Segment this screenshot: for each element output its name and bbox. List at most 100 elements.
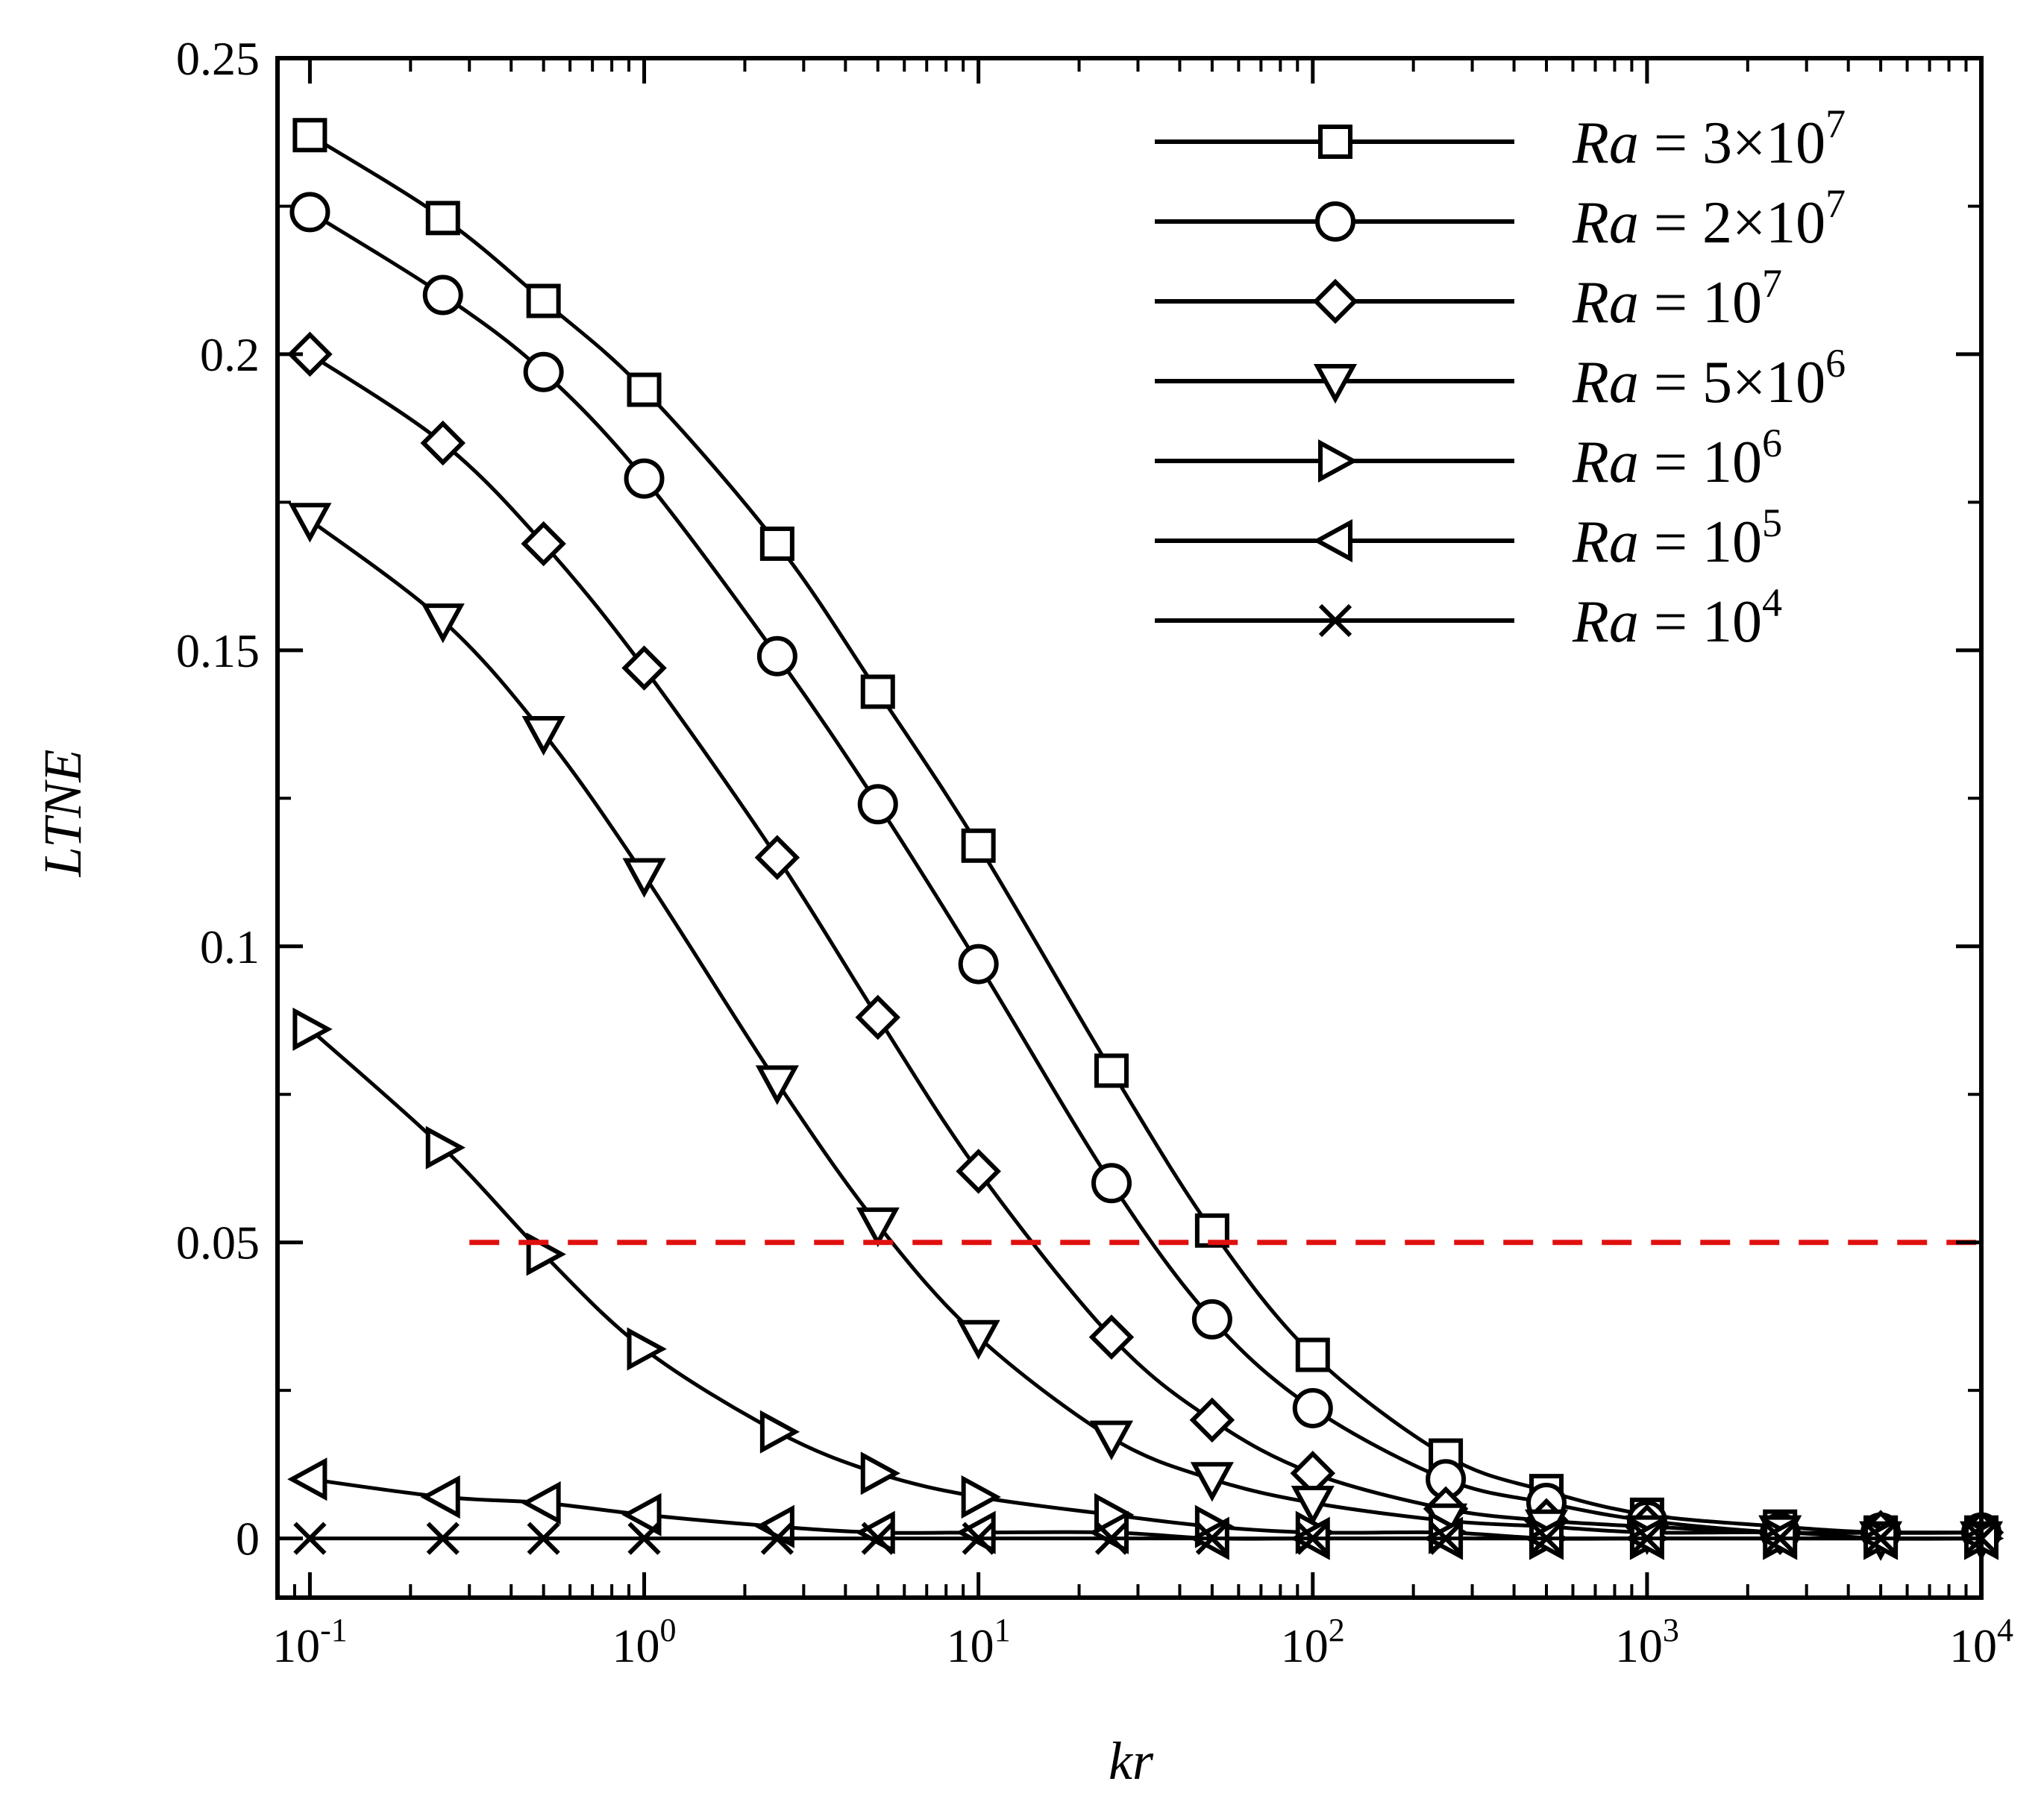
data-point <box>1094 1053 1129 1088</box>
data-point <box>425 1126 466 1170</box>
y-axis-ticks: 0 0.05 0.1 0.15 0.2 0.25 <box>176 32 1981 1566</box>
series-line <box>308 518 1982 1541</box>
data-point <box>293 1522 327 1555</box>
data-point <box>527 1522 560 1555</box>
data-point <box>426 1522 460 1555</box>
data-point <box>855 994 901 1040</box>
data-point <box>1094 1522 1129 1555</box>
data-point <box>521 521 566 567</box>
data-point <box>958 944 999 985</box>
data-point <box>956 1319 1000 1360</box>
data-point <box>621 645 667 691</box>
data-point <box>420 1475 460 1519</box>
data-point <box>526 283 561 318</box>
data-point <box>860 674 895 709</box>
data-point <box>756 635 797 676</box>
data-point <box>287 1457 327 1501</box>
y-axis-title: LTNE <box>33 750 93 878</box>
legend-marker <box>1312 518 1352 563</box>
data-point <box>1191 1299 1232 1340</box>
data-point <box>627 1327 667 1371</box>
data-point <box>759 526 794 561</box>
data-point <box>425 201 460 236</box>
data-point <box>292 118 327 153</box>
legend-marker <box>1318 125 1352 159</box>
data-point <box>956 1149 1001 1194</box>
data-point <box>420 420 465 466</box>
data-point <box>1189 1397 1235 1443</box>
data-point <box>1295 1337 1330 1372</box>
data-point <box>621 1492 662 1536</box>
y-tick-label: 0 <box>236 1513 260 1566</box>
legend-marker <box>1312 278 1358 324</box>
data-point <box>1089 1420 1134 1460</box>
legend-entry: Ra = 106 <box>1155 421 1782 495</box>
data-point <box>1764 1522 1797 1555</box>
legend-label: Ra = 105 <box>1572 500 1782 575</box>
data-point <box>855 1510 895 1554</box>
data-point <box>857 784 898 825</box>
data-point <box>860 1451 901 1495</box>
plot-frame <box>275 56 1984 1600</box>
y-tick-label: 0.25 <box>176 32 260 85</box>
x-tick-label: 10-1 <box>272 1612 348 1672</box>
data-point <box>1190 1462 1234 1502</box>
data-point <box>759 1410 800 1454</box>
y-tick-label: 0.1 <box>200 920 260 973</box>
series-x <box>293 1522 1998 1555</box>
data-point <box>1630 1522 1664 1555</box>
data-point <box>961 828 996 863</box>
series-triangle-right <box>292 1007 2004 1560</box>
data-point <box>1091 1163 1132 1204</box>
data-point <box>1429 1522 1463 1555</box>
y-tick-label: 0.2 <box>200 328 260 381</box>
x-axis-title: kr <box>1109 1731 1154 1791</box>
legend-entry: Ra = 3×107 <box>1155 101 1846 176</box>
legend-label: Ra = 5×106 <box>1572 341 1846 415</box>
x-axis-ticks: 10-1 100 101 102 103 104 <box>272 58 2013 1672</box>
y-tick-label: 0.05 <box>176 1216 260 1269</box>
legend-entry: Ra = 105 <box>1155 500 1782 575</box>
legend-entry: Ra = 2×107 <box>1155 181 1846 256</box>
data-point <box>760 1522 794 1555</box>
data-point <box>523 351 564 392</box>
data-point <box>622 858 666 898</box>
legend-entry: Ra = 107 <box>1155 261 1782 336</box>
legend-label: Ra = 106 <box>1572 421 1782 495</box>
legend-entry: Ra = 104 <box>1155 580 1782 655</box>
data-point <box>1296 1522 1329 1555</box>
data-point <box>755 1065 799 1105</box>
data-point <box>624 458 665 499</box>
x-tick-label: 104 <box>1949 1612 2013 1672</box>
data-point <box>956 1510 996 1554</box>
data-point <box>962 1522 995 1555</box>
x-tick-label: 101 <box>947 1612 1011 1672</box>
x-tick-label: 102 <box>1281 1612 1345 1672</box>
data-point <box>961 1475 1001 1519</box>
x-tick-label: 103 <box>1615 1612 1679 1672</box>
data-point <box>421 603 465 644</box>
data-point <box>1863 1522 1898 1555</box>
legend-marker <box>1313 364 1358 404</box>
data-point <box>287 331 333 377</box>
series-line <box>308 1028 1981 1541</box>
data-point <box>292 1007 333 1051</box>
legend-marker <box>1318 439 1358 483</box>
legend-entry: Ra = 5×106 <box>1155 341 1846 415</box>
data-point <box>422 274 463 315</box>
legend-label: Ra = 107 <box>1572 261 1782 336</box>
legend-label: Ra = 104 <box>1572 580 1782 655</box>
legend-label: Ra = 2×107 <box>1572 181 1846 256</box>
data-point <box>289 192 330 233</box>
data-point <box>521 715 565 756</box>
plot-area <box>287 118 2004 1561</box>
data-point <box>1529 1522 1564 1555</box>
data-point <box>521 1481 561 1525</box>
data-point <box>1088 1314 1135 1360</box>
data-point <box>526 1232 566 1276</box>
legend-marker <box>1318 603 1352 638</box>
legend-marker <box>1315 201 1355 242</box>
series-triangle-down <box>288 503 2004 1561</box>
